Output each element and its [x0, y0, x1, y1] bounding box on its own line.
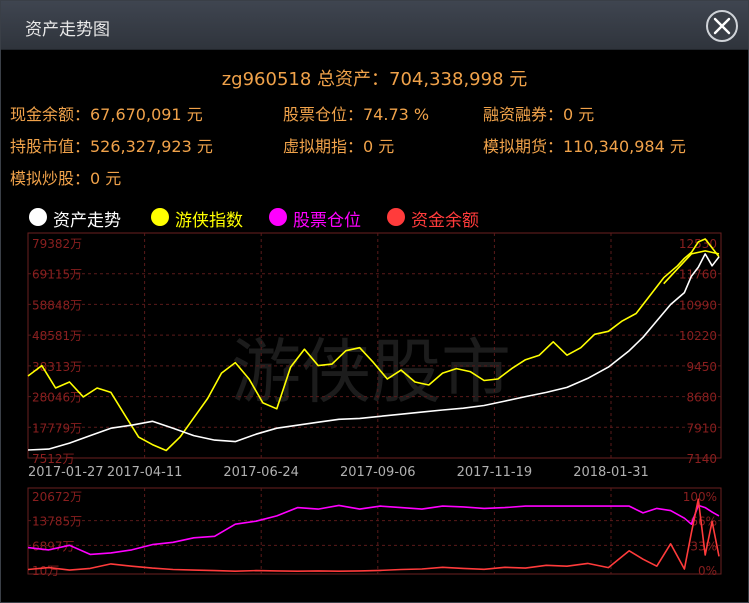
stat-margin-trading: 融资融券：0 元 [483, 105, 595, 124]
window-title: 资产走势图 [25, 20, 110, 40]
sub-plot-frame [27, 487, 722, 575]
main-plot-frame [27, 232, 722, 459]
asset-trend-line [27, 253, 720, 451]
legend-dot-icon [29, 208, 47, 226]
main-right-tick-label: 7140 [686, 452, 717, 466]
stat-stock-position: 股票仓位：74.73 % [283, 105, 430, 124]
legend-label: 股票仓位 [293, 211, 361, 231]
title-bar: 资产走势图 [1, 1, 748, 50]
main-right-tick-label: 7910 [686, 421, 717, 435]
main-left-tick-label: 79382万 [32, 237, 82, 251]
sub-right-tick-label: 66% [690, 515, 717, 529]
sub-left-tick-label: 13785万 [32, 515, 82, 529]
stat-simulated-futures: 模拟期货：110,340,984 元 [483, 137, 686, 156]
main-right-tick-label: 10990 [679, 298, 717, 312]
x-tick-label: 2017-11-19 [457, 465, 533, 480]
main-left-tick-label: 69115万 [32, 268, 82, 282]
close-button[interactable] [706, 10, 738, 42]
stat-simulated-stock-trading: 模拟炒股：0 元 [10, 169, 122, 188]
stock-position-line [27, 504, 720, 556]
youxia-index-line [27, 238, 720, 452]
legend-label: 资金余额 [411, 211, 479, 231]
main-left-tick-label: 48581万 [32, 329, 82, 343]
x-tick-label: 2018-01-31 [573, 465, 649, 480]
legend-dot-icon [269, 208, 287, 226]
main-right-tick-label: 11760 [679, 268, 717, 282]
sub-right-tick-label: 100% [683, 490, 717, 504]
close-icon [713, 17, 731, 35]
total-assets-summary: zg960518 总资产：704,338,998 元 [221, 69, 528, 90]
x-tick-label: 2017-06-24 [223, 465, 299, 480]
main-right-tick-label: 12530 [679, 237, 717, 251]
legend-dot-icon [151, 208, 169, 226]
x-tick-label: 2017-04-11 [107, 465, 183, 480]
x-tick-label: 2017-09-06 [340, 465, 416, 480]
legend-label: 资产走势 [53, 211, 121, 231]
stat-cash-balance: 现金余额：67,670,091 元 [10, 105, 203, 124]
legend-dot-icon [387, 208, 405, 226]
sub-left-tick-label: 20672万 [32, 490, 82, 504]
legend-label: 游侠指数 [175, 211, 243, 231]
stat-virtual-index-futures: 虚拟期指：0 元 [283, 137, 395, 156]
main-left-tick-label: 7512万 [32, 452, 75, 466]
main-right-tick-label: 8680 [686, 391, 717, 405]
fund-balance-line [27, 498, 720, 573]
main-right-tick-label: 10220 [679, 329, 717, 343]
watermark-text: 游侠股市 [231, 331, 511, 413]
stat-holding-value: 持股市值：526,327,923 元 [10, 137, 213, 156]
main-left-tick-label: 58848万 [32, 298, 82, 312]
sub-left-tick-label: 10万 [32, 564, 59, 578]
main-left-tick-label: 17779万 [32, 421, 82, 435]
youxia-index-overlay-line [663, 250, 720, 285]
sub-right-tick-label: 0% [698, 564, 717, 578]
x-tick-label: 2017-01-27 [28, 465, 104, 480]
main-left-tick-label: 28046万 [32, 391, 82, 405]
main-right-tick-label: 9450 [686, 360, 717, 374]
